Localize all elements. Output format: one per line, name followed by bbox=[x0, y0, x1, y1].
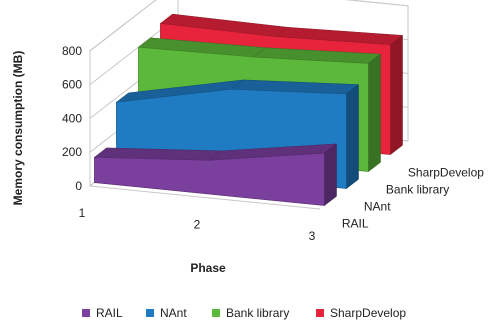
y-tick-label: 200 bbox=[62, 145, 82, 159]
series-front-face bbox=[94, 152, 325, 206]
series-end-cap bbox=[368, 53, 381, 173]
depth-axis-labels: SharpDevelop Bank library NAnt RAIL bbox=[342, 165, 484, 230]
series-end-cap bbox=[390, 34, 403, 156]
legend-label: RAIL bbox=[96, 306, 123, 320]
y-tick-label: 0 bbox=[75, 179, 82, 193]
legend-swatch bbox=[212, 309, 220, 317]
y-axis-ticks: 0 200 400 600 800 bbox=[62, 44, 82, 193]
legend-label: NAnt bbox=[160, 306, 187, 320]
x-axis-title: Phase bbox=[190, 261, 226, 275]
y-tick-label: 800 bbox=[62, 44, 82, 58]
legend-label: SharpDevelop bbox=[330, 306, 406, 320]
y-tick-label: 400 bbox=[62, 111, 82, 125]
depth-axis-label: Bank library bbox=[386, 182, 449, 196]
floor-edge bbox=[89, 185, 321, 210]
legend-swatch bbox=[146, 309, 154, 317]
gridline bbox=[89, 0, 409, 52]
legend-item: NAnt bbox=[146, 306, 187, 320]
series-rail bbox=[93, 143, 338, 207]
depth-axis-label: NAnt bbox=[364, 199, 391, 213]
series-end-cap bbox=[346, 84, 359, 190]
series-group bbox=[93, 13, 404, 207]
legend: RAIL NAnt Bank library SharpDevelop bbox=[82, 306, 406, 320]
legend-item: SharpDevelop bbox=[316, 306, 406, 320]
series-end-cap bbox=[324, 143, 337, 207]
legend-swatch bbox=[316, 309, 324, 317]
y-axis-title: Memory consumption (MB) bbox=[11, 51, 25, 206]
x-tick-label: 1 bbox=[79, 206, 86, 220]
legend-item: Bank library bbox=[212, 306, 289, 320]
legend-swatch bbox=[82, 309, 90, 317]
depth-axis-label: RAIL bbox=[342, 216, 369, 230]
legend-label: Bank library bbox=[226, 306, 289, 320]
legend-item: RAIL bbox=[82, 306, 123, 320]
y-tick-label: 600 bbox=[62, 78, 82, 92]
x-tick-label: 3 bbox=[309, 229, 316, 243]
x-tick-label: 2 bbox=[194, 218, 201, 232]
x-axis-ticks: 1 2 3 bbox=[79, 206, 316, 243]
depth-axis-label: SharpDevelop bbox=[408, 165, 484, 179]
